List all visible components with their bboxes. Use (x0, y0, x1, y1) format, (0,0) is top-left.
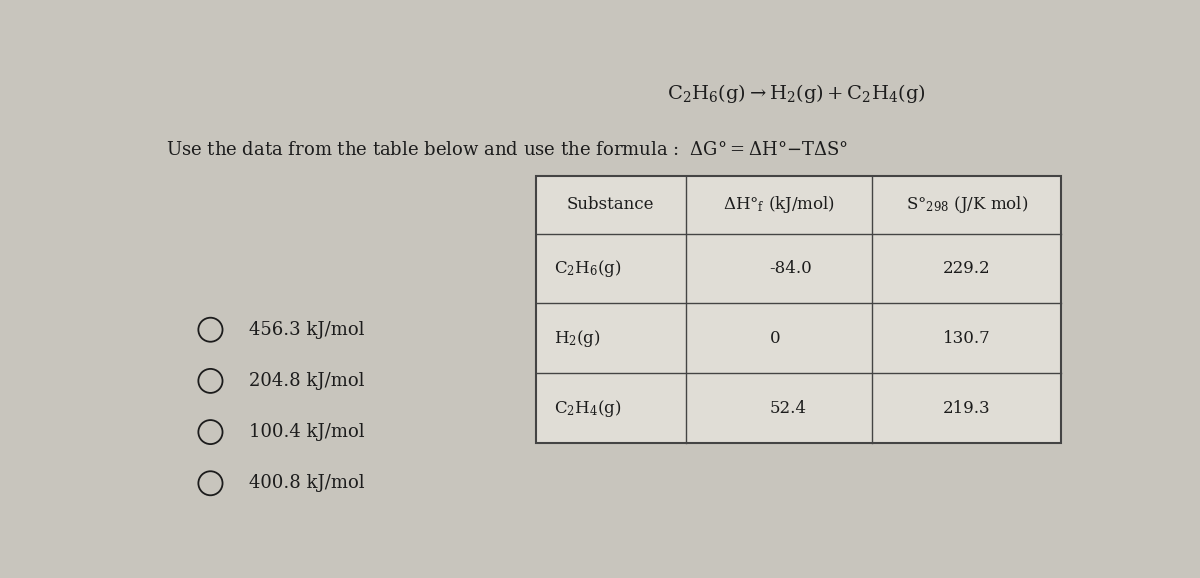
Bar (536, 176, 1062, 443)
Text: 204.8 kJ/mol: 204.8 kJ/mol (248, 372, 364, 390)
Text: 456.3 kJ/mol: 456.3 kJ/mol (248, 321, 364, 339)
Text: $\mathregular{C_2H_6(g)}$: $\mathregular{C_2H_6(g)}$ (554, 258, 622, 279)
Text: 100.4 kJ/mol: 100.4 kJ/mol (248, 423, 365, 441)
Text: Substance: Substance (568, 197, 654, 213)
Bar (536, 176, 1062, 443)
Text: 400.8 kJ/mol: 400.8 kJ/mol (248, 475, 365, 492)
Text: $\mathregular{S°_{298}}$ (J/K mol): $\mathregular{S°_{298}}$ (J/K mol) (906, 194, 1028, 216)
Text: 229.2: 229.2 (943, 260, 991, 277)
Text: 130.7: 130.7 (943, 330, 991, 347)
Text: $\mathregular{\Delta H°_f}$ (kJ/mol): $\mathregular{\Delta H°_f}$ (kJ/mol) (722, 194, 835, 216)
Text: 52.4: 52.4 (769, 400, 806, 417)
Text: Use the data from the table below and use the formula :  $\mathregular{\Delta G°: Use the data from the table below and us… (166, 142, 847, 160)
Text: 0: 0 (769, 330, 780, 347)
Text: $\mathregular{C_2H_4(g)}$: $\mathregular{C_2H_4(g)}$ (554, 398, 622, 419)
Text: $\mathregular{C_2H_6(g) \rightarrow H_2(g) + C_2H_4(g)}$: $\mathregular{C_2H_6(g) \rightarrow H_2(… (667, 82, 925, 105)
Text: -84.0: -84.0 (769, 260, 812, 277)
Text: 219.3: 219.3 (943, 400, 991, 417)
Text: $\mathregular{H_2(g)}$: $\mathregular{H_2(g)}$ (554, 328, 601, 349)
